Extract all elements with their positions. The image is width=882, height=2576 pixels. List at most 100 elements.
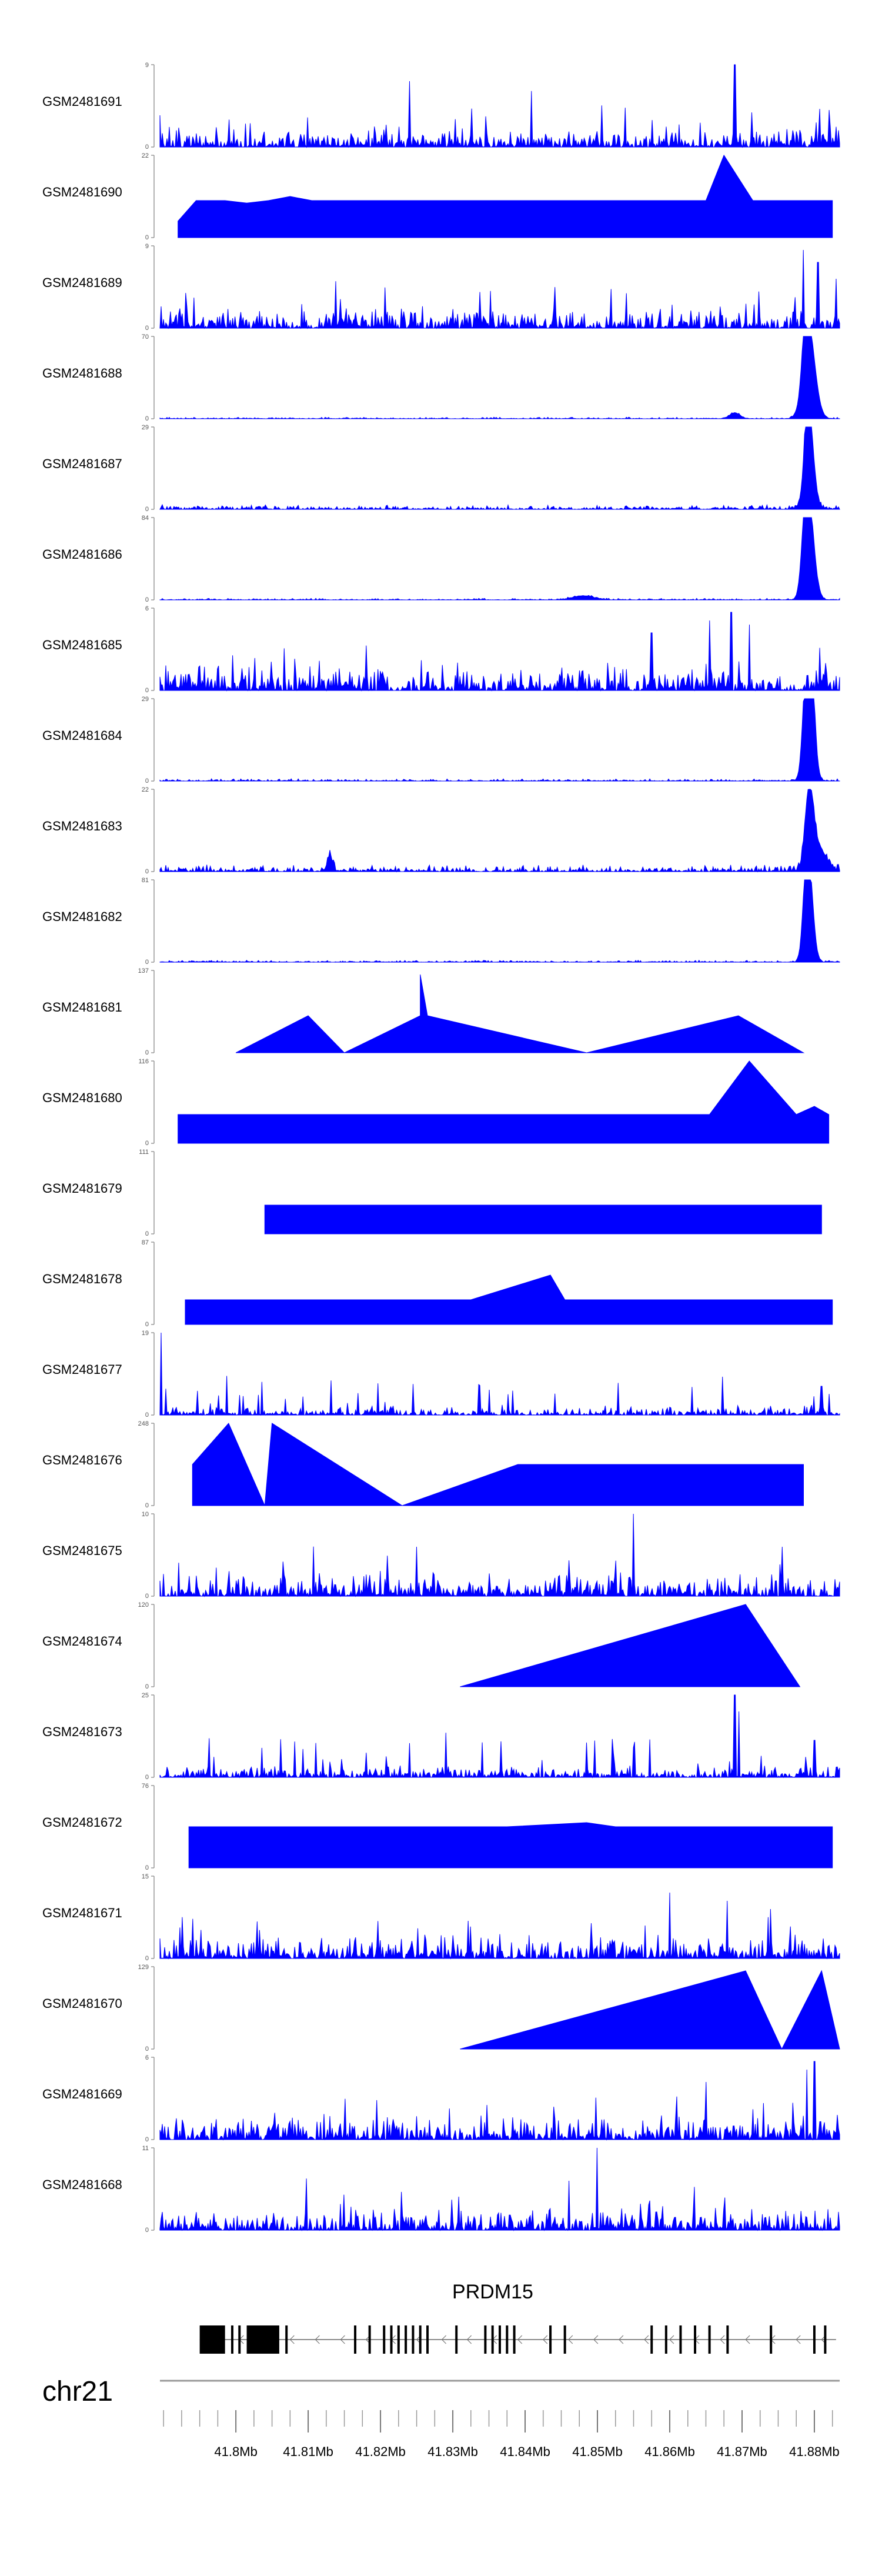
y-min-label: 0 <box>145 144 149 151</box>
signal-GSM2481676 <box>192 1423 804 1506</box>
track-label: GSM2481686 <box>42 547 122 562</box>
track-GSM2481675: GSM2481675 10 0 <box>42 1511 840 1600</box>
track-label: GSM2481688 <box>42 366 122 381</box>
exon <box>491 2325 494 2354</box>
y-max-label: 25 <box>142 1692 149 1699</box>
signal-GSM2481686 <box>159 517 840 600</box>
track-GSM2481686: GSM2481686 84 0 <box>42 515 840 603</box>
y-max-label: 111 <box>139 1149 149 1156</box>
y-max-label: 10 <box>142 1511 149 1518</box>
track-GSM2481689: GSM2481689 9 0 <box>42 243 840 332</box>
y-min-label: 0 <box>145 959 149 966</box>
y-min-label: 0 <box>145 415 149 422</box>
track-GSM2481680: GSM2481680 116 0 <box>42 1058 830 1147</box>
strand-arrow <box>720 2335 725 2344</box>
strand-arrow <box>315 2335 320 2344</box>
track-GSM2481668: GSM2481668 11 0 <box>42 2145 840 2234</box>
track-label: GSM2481670 <box>42 1996 122 2011</box>
y-min-label: 0 <box>145 2046 149 2053</box>
signal-GSM2481678 <box>185 1274 833 1325</box>
exon <box>405 2325 407 2354</box>
y-max-label: 76 <box>142 1783 149 1790</box>
x-tick-label: 41.81Mb <box>283 2444 333 2459</box>
strand-arrow <box>567 2335 573 2344</box>
y-min-label: 0 <box>145 1502 149 1509</box>
y-max-label: 84 <box>142 515 149 522</box>
y-max-label: 22 <box>142 786 149 793</box>
track-GSM2481671: GSM2481671 15 0 <box>42 1873 840 1962</box>
track-label: GSM2481673 <box>42 1724 122 1739</box>
signal-GSM2481673 <box>159 1694 840 1778</box>
gene-label: PRDM15 <box>452 2281 533 2303</box>
y-max-label: 15 <box>142 1873 149 1880</box>
signal-GSM2481688 <box>159 336 840 419</box>
exon <box>770 2325 773 2354</box>
track-label: GSM2481687 <box>42 456 122 471</box>
y-max-label: 129 <box>138 1964 149 1971</box>
signal-GSM2481679 <box>264 1204 822 1234</box>
strand-arrow <box>745 2335 750 2344</box>
exon <box>499 2325 501 2354</box>
y-min-label: 0 <box>145 234 149 241</box>
y-max-label: 9 <box>145 243 149 250</box>
track-GSM2481691: GSM2481691 9 0 <box>42 62 840 151</box>
track-label: GSM2481676 <box>42 1453 122 1467</box>
track-GSM2481688: GSM2481688 70 0 <box>42 333 840 422</box>
track-label: GSM2481690 <box>42 185 122 199</box>
x-tick-label: 41.87Mb <box>717 2444 767 2459</box>
track-label: GSM2481669 <box>42 2087 122 2101</box>
data-tracks: GSM248169190GSM2481690220GSM248168990GSM… <box>42 62 840 2234</box>
track-GSM2481676: GSM2481676 248 0 <box>42 1420 804 1509</box>
track-label: GSM2481679 <box>42 1181 122 1196</box>
y-max-label: 29 <box>142 424 149 431</box>
track-label: GSM2481691 <box>42 94 122 109</box>
strand-arrow <box>289 2335 295 2344</box>
signal-GSM2481691 <box>159 64 840 148</box>
y-max-label: 11 <box>142 2145 149 2152</box>
signal-GSM2481670 <box>460 1970 840 2050</box>
y-max-label: 19 <box>142 1330 149 1337</box>
y-max-label: 120 <box>138 1601 149 1609</box>
track-label: GSM2481681 <box>42 1000 122 1015</box>
track-label: GSM2481674 <box>42 1634 122 1649</box>
exon <box>513 2325 516 2354</box>
signal-GSM2481677 <box>159 1332 840 1416</box>
gene-track: PRDM15 <box>199 2281 836 2354</box>
axis-ticks: 41.8Mb 41.81Mb 41.82Mb 41.83Mb 41.84Mb 41.85M… <box>163 2410 840 2459</box>
exon <box>726 2325 729 2354</box>
track-GSM2481683: GSM2481683 22 0 <box>42 786 840 875</box>
y-min-label: 0 <box>145 1774 149 1781</box>
track-label: GSM2481672 <box>42 1815 122 1830</box>
exon <box>238 2325 241 2354</box>
y-max-label: 6 <box>145 2054 149 2061</box>
strand-arrow <box>593 2335 599 2344</box>
track-GSM2481690: GSM2481690 22 0 <box>42 152 833 241</box>
y-max-label: 6 <box>145 605 149 612</box>
exon <box>650 2325 653 2354</box>
track-GSM2481687: GSM2481687 29 0 <box>42 424 840 513</box>
exon <box>549 2325 552 2354</box>
y-max-label: 22 <box>142 152 149 159</box>
y-min-label: 0 <box>145 778 149 785</box>
y-min-label: 0 <box>145 687 149 694</box>
signal-GSM2481683 <box>159 789 840 873</box>
x-tick-label: 41.84Mb <box>500 2444 550 2459</box>
strand-arrow <box>619 2335 624 2344</box>
y-max-label: 81 <box>142 877 149 884</box>
exon <box>246 2325 279 2354</box>
signal-GSM2481681 <box>235 974 805 1053</box>
gene-model <box>199 2325 836 2354</box>
exon <box>455 2325 458 2354</box>
signal-GSM2481668 <box>159 2147 840 2231</box>
x-tick-label: 41.86Mb <box>644 2444 695 2459</box>
strand-arrow <box>466 2335 472 2344</box>
track-label: GSM2481675 <box>42 1543 122 1558</box>
strand-arrow <box>441 2335 447 2344</box>
exon <box>506 2325 509 2354</box>
chromosome-label: chr21 <box>42 2376 113 2407</box>
track-label: GSM2481685 <box>42 638 122 652</box>
y-min-label: 0 <box>145 596 149 603</box>
track-GSM2481678: GSM2481678 87 0 <box>42 1239 833 1328</box>
y-min-label: 0 <box>145 868 149 875</box>
strand-arrow <box>796 2335 801 2344</box>
